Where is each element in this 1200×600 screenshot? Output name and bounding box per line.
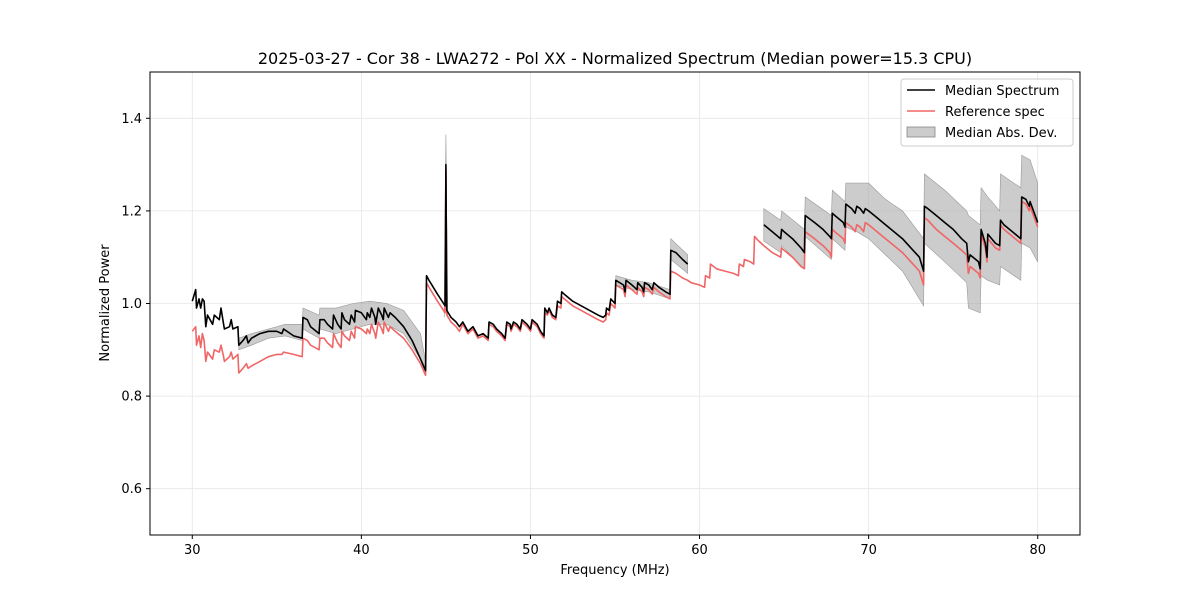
legend-median-label: Median Spectrum (945, 84, 1059, 99)
y-tick-label: 1.4 (121, 112, 142, 127)
series-lines (191, 163, 1039, 377)
legend-mad-label: Median Abs. Dev. (945, 126, 1057, 141)
y-tick-label: 0.6 (121, 482, 142, 497)
legend: Median Spectrum Reference spec Median Ab… (900, 78, 1074, 147)
legend-reference-label: Reference spec (945, 105, 1045, 120)
axis-ticks: 30 40 50 60 70 80 0.6 0.8 1.0 1.2 1.4 (121, 112, 1046, 558)
x-tick-label: 70 (860, 543, 877, 558)
median-spectrum-line (191, 163, 689, 372)
x-axis-label: Frequency (MHz) (560, 563, 669, 578)
x-tick-label: 30 (184, 543, 201, 558)
x-tick-label: 80 (1029, 543, 1046, 558)
x-tick-label: 60 (691, 543, 708, 558)
x-tick-label: 40 (353, 543, 370, 558)
median-spectrum-line (763, 196, 1039, 272)
y-axis-label: Normalized Power (98, 244, 113, 362)
chart-title: 2025-03-27 - Cor 38 - LWA272 - Pol XX - … (258, 49, 972, 68)
x-tick-label: 50 (522, 543, 539, 558)
y-tick-label: 1.2 (121, 204, 142, 219)
y-tick-label: 0.8 (121, 390, 142, 405)
legend-mad-swatch (906, 126, 936, 138)
legend-box (900, 78, 1074, 147)
y-tick-label: 1.0 (121, 297, 142, 312)
